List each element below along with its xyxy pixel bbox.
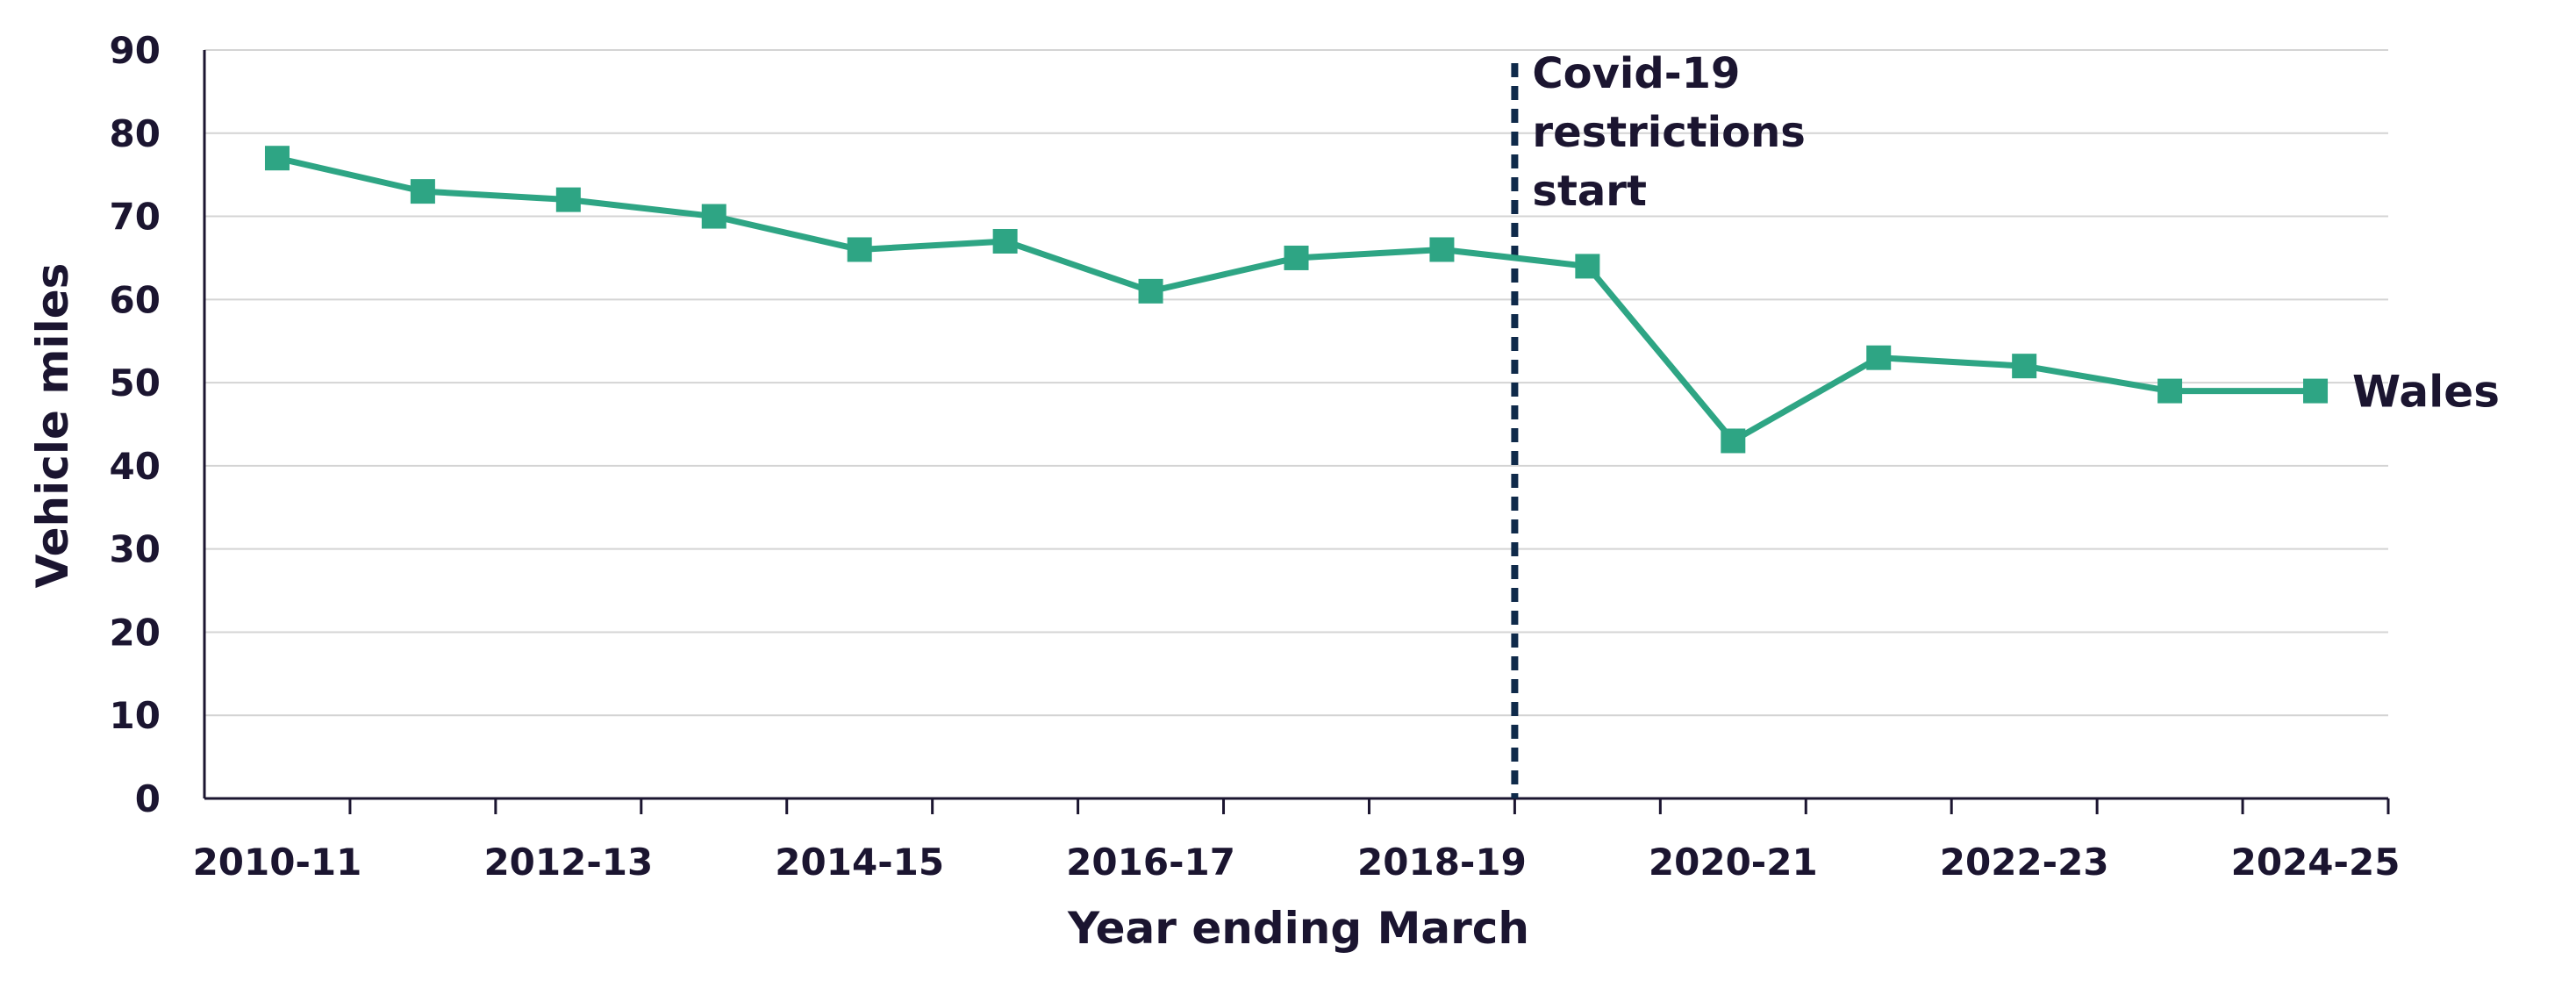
series-label: Wales — [2352, 367, 2500, 418]
x-tick-label: 2018-19 — [1357, 841, 1527, 884]
y-tick-label: 0 — [135, 777, 161, 820]
data-point-marker — [1721, 428, 1746, 454]
y-tick-label: 90 — [110, 29, 161, 72]
data-point-marker — [2012, 354, 2037, 379]
y-tick-label: 30 — [110, 528, 161, 571]
x-tick-label: 2014-15 — [775, 841, 944, 884]
data-point-marker — [1138, 278, 1163, 304]
x-tick-label: 2010-11 — [193, 841, 362, 884]
covid-annotation-text: restrictions — [1532, 108, 1805, 157]
x-tick-label: 2012-13 — [483, 841, 653, 884]
data-point-marker — [410, 179, 435, 204]
x-tick-label: 2024-25 — [2231, 841, 2401, 884]
y-tick-label: 60 — [110, 278, 161, 321]
data-point-marker — [1429, 237, 1455, 262]
data-point-marker — [992, 228, 1018, 254]
data-point-marker — [1284, 245, 1309, 270]
x-tick-label: 2022-23 — [1940, 841, 2109, 884]
y-axis-title: Vehicle miles — [27, 263, 78, 589]
y-tick-label: 20 — [110, 611, 161, 654]
y-tick-label: 70 — [110, 196, 161, 239]
covid-annotation-text: Covid-19 — [1532, 49, 1740, 98]
data-point-marker — [555, 187, 581, 212]
covid-annotation-text: start — [1532, 167, 1647, 216]
series — [264, 146, 2329, 454]
data-point-marker — [2157, 378, 2183, 404]
x-tick-label: 2020-21 — [1649, 841, 1818, 884]
y-tick-label: 80 — [110, 112, 161, 155]
data-point-marker — [701, 204, 726, 229]
data-point-marker — [1866, 345, 1892, 370]
y-tick-label: 50 — [110, 361, 161, 404]
labels: Year ending March Vehicle miles 0 10 20 30 4… — [27, 29, 2500, 954]
data-point-marker — [2303, 378, 2329, 404]
gridlines — [204, 49, 2388, 717]
data-point-marker — [1575, 254, 1600, 279]
x-tick-label: 2016-17 — [1066, 841, 1235, 884]
axes — [203, 50, 2390, 814]
x-axis-title: Year ending March — [1067, 903, 1529, 954]
y-tick-label: 10 — [110, 694, 161, 737]
data-point-marker — [847, 237, 872, 262]
y-tick-label: 40 — [110, 445, 161, 488]
data-point-marker — [264, 146, 290, 171]
